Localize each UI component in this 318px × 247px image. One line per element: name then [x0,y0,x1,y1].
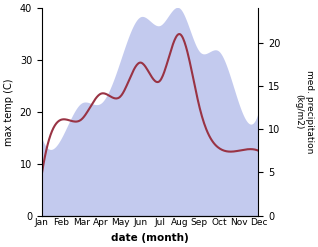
Y-axis label: med. precipitation
(kg/m2): med. precipitation (kg/m2) [294,70,314,154]
Y-axis label: max temp (C): max temp (C) [4,78,14,145]
X-axis label: date (month): date (month) [111,233,189,243]
